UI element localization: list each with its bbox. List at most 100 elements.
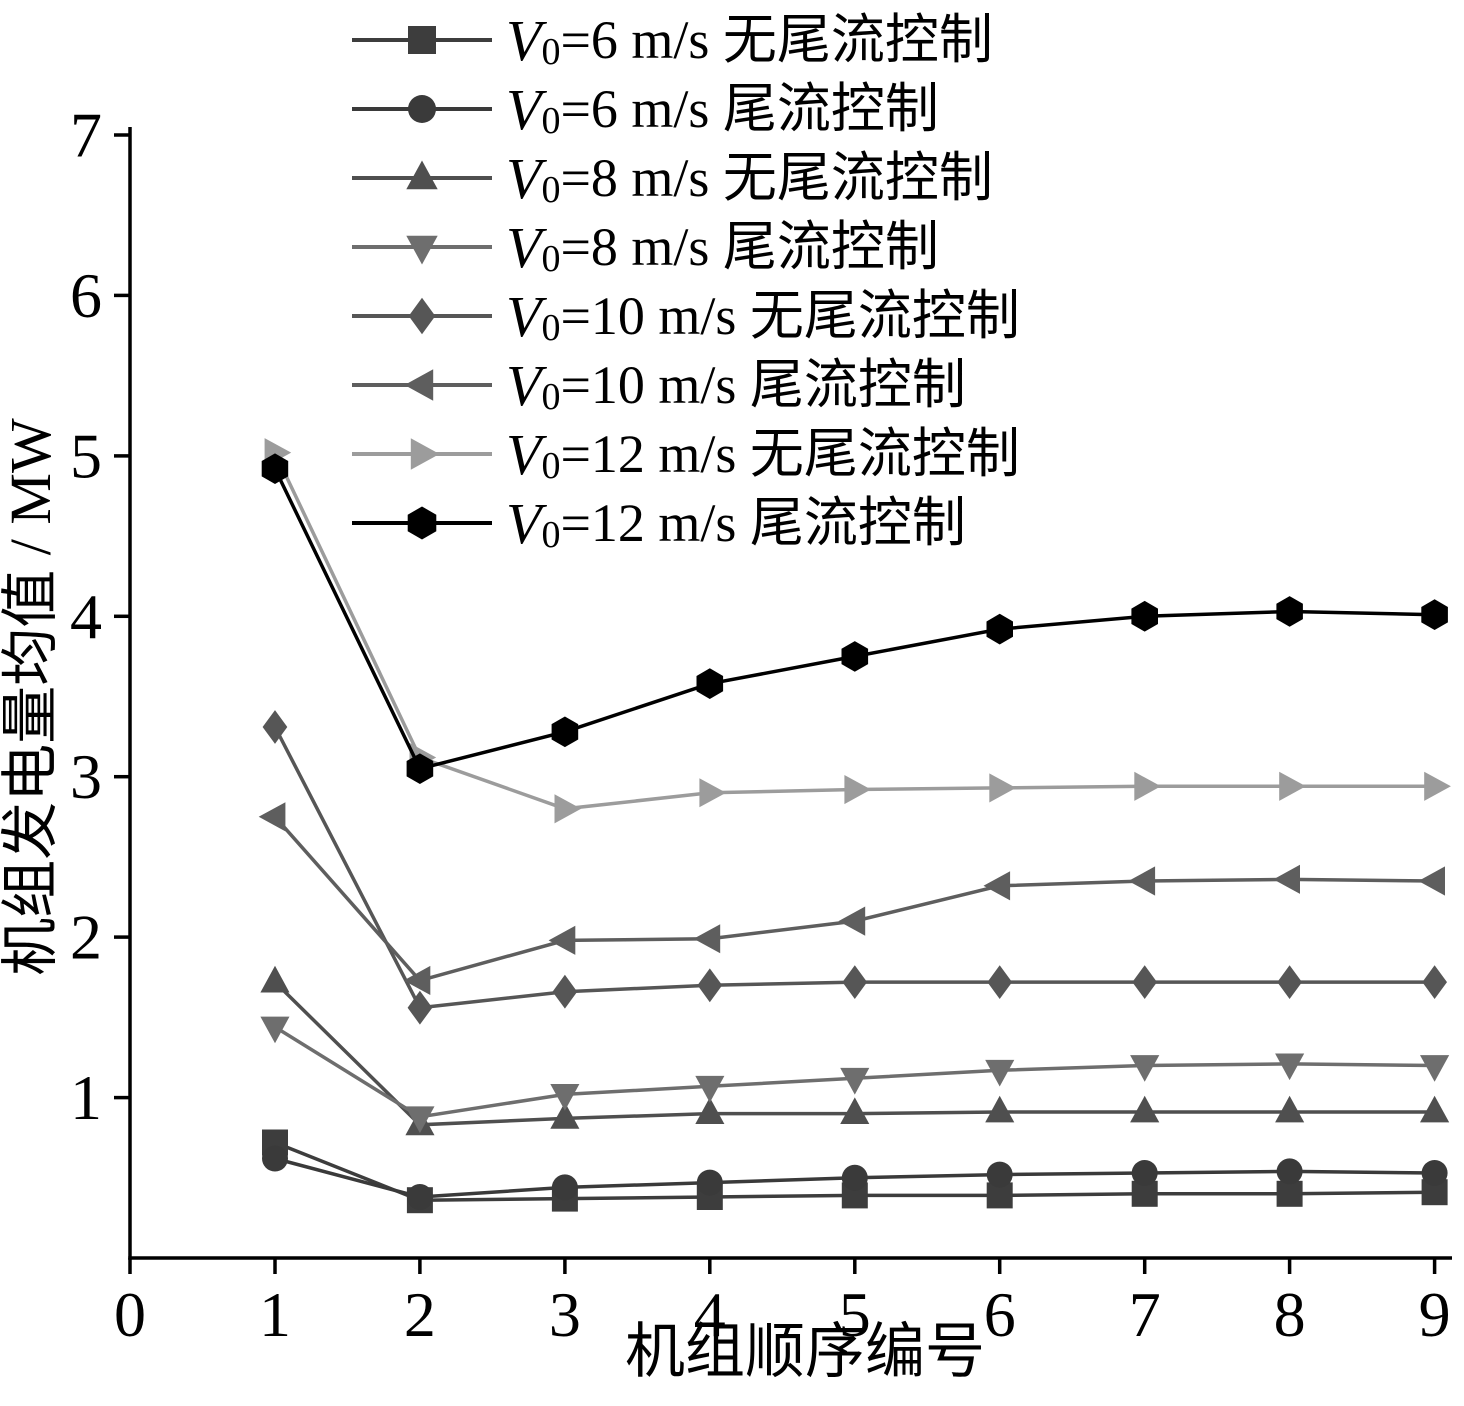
data-point-marker	[1273, 864, 1300, 894]
x-tick-label: 2	[404, 1279, 436, 1350]
data-point-marker	[552, 974, 578, 1009]
legend-item: V0=10 m/s 尾流控制	[352, 353, 966, 419]
data-point-marker	[1131, 1160, 1158, 1186]
data-point-marker	[1130, 1055, 1160, 1082]
legend-label: V0=8 m/s 尾流控制	[506, 215, 939, 281]
data-point-marker	[1128, 866, 1156, 896]
data-point-marker	[260, 965, 290, 993]
data-point-marker	[262, 710, 288, 744]
data-point-marker	[989, 773, 1016, 803]
data-point-marker	[987, 965, 1013, 999]
data-point-marker	[1275, 1095, 1305, 1123]
x-tick-label: 6	[984, 1279, 1016, 1350]
data-point-marker	[1276, 1158, 1303, 1185]
legend-label: V0=6 m/s 尾流控制	[506, 77, 939, 143]
data-point-marker	[550, 1102, 580, 1129]
data-point-marker	[696, 668, 724, 699]
data-point-marker	[548, 925, 576, 955]
data-point-marker	[407, 990, 433, 1025]
data-point-marker	[695, 1097, 725, 1124]
data-point-marker	[986, 613, 1013, 645]
data-point-marker	[258, 802, 286, 832]
legend-label: V0=10 m/s 无尾流控制	[506, 284, 1020, 350]
data-point-marker	[405, 1106, 435, 1134]
data-point-marker	[550, 1084, 580, 1111]
data-point-marker	[840, 1067, 870, 1095]
data-point-marker	[1424, 771, 1451, 801]
data-point-marker	[554, 794, 582, 824]
data-point-marker	[693, 924, 721, 954]
data-point-marker	[840, 1097, 870, 1124]
data-point-marker	[1418, 866, 1445, 896]
legend-item: V0=6 m/s 无尾流控制	[352, 8, 993, 74]
data-point-marker	[695, 1075, 725, 1103]
data-point-marker	[260, 1016, 290, 1044]
legend-marker-icon	[407, 506, 437, 540]
data-point-marker	[1276, 1180, 1303, 1207]
legend-item: V0=6 m/s 尾流控制	[352, 77, 939, 143]
y-axis-label: 机组发电量均值 / MW	[0, 418, 63, 976]
data-point-marker	[1276, 596, 1303, 627]
legend-label: V0=12 m/s 无尾流控制	[506, 422, 1020, 488]
data-point-marker	[985, 1059, 1015, 1087]
x-tick-label: 1	[259, 1279, 291, 1350]
data-point-marker	[551, 716, 579, 748]
y-tick-label: 6	[70, 260, 102, 331]
data-point-marker	[844, 775, 871, 805]
legend-item: V0=8 m/s 无尾流控制	[352, 146, 993, 212]
data-point-marker	[983, 871, 1011, 901]
legend-label: V0=8 m/s 无尾流控制	[506, 146, 993, 212]
legend-label: V0=10 m/s 尾流控制	[506, 353, 966, 419]
legend-marker-icon	[408, 95, 436, 123]
x-tick-label: 3	[549, 1279, 581, 1350]
series-line	[273, 815, 1435, 983]
legend-item: V0=12 m/s 无尾流控制	[352, 422, 1020, 488]
legend-marker-icon	[410, 438, 440, 470]
legend-marker-icon	[408, 26, 436, 54]
legend-marker-icon	[408, 297, 436, 335]
y-tick-label: 4	[70, 581, 102, 652]
data-point-marker	[986, 1161, 1013, 1188]
data-point-marker	[1279, 771, 1306, 801]
legend-label: V0=12 m/s 尾流控制	[506, 491, 966, 557]
x-tick-label: 7	[1129, 1279, 1161, 1350]
data-point-marker	[841, 641, 869, 672]
data-point-marker	[842, 965, 868, 999]
legend-item: V0=8 m/s 尾流控制	[352, 215, 939, 281]
data-point-marker	[699, 778, 727, 808]
x-tick-label: 0	[114, 1279, 146, 1350]
data-point-marker	[261, 453, 289, 484]
data-point-marker	[1275, 1053, 1305, 1081]
y-tick-label: 7	[70, 100, 102, 171]
data-point-marker	[838, 906, 866, 936]
data-point-marker	[1420, 1055, 1450, 1082]
data-point-marker	[697, 968, 723, 1003]
y-tick-label: 5	[70, 420, 102, 491]
y-tick-label: 1	[70, 1062, 102, 1133]
y-tick-label: 3	[70, 741, 102, 812]
data-point-marker	[1421, 599, 1448, 630]
data-point-marker	[1132, 965, 1157, 999]
x-tick-label: 8	[1274, 1279, 1306, 1350]
data-point-marker	[406, 1184, 433, 1210]
data-point-marker	[1422, 965, 1447, 999]
data-point-marker	[1421, 1160, 1448, 1186]
data-point-marker	[406, 753, 434, 784]
y-tick-label: 2	[70, 902, 102, 973]
data-point-marker	[1134, 771, 1161, 801]
x-tick-label: 5	[839, 1279, 871, 1350]
legend-item: V0=12 m/s 尾流控制	[352, 491, 966, 557]
data-point-marker	[1420, 1095, 1450, 1123]
data-point-marker	[841, 1164, 868, 1191]
legend-item: V0=10 m/s 无尾流控制	[352, 284, 1020, 350]
data-point-marker	[262, 1145, 288, 1172]
legend-label: V0=6 m/s 无尾流控制	[506, 8, 993, 74]
legend-marker-icon	[404, 369, 434, 401]
legend-marker-icon	[406, 160, 438, 190]
data-point-marker	[985, 1095, 1015, 1123]
legend-marker-icon	[406, 235, 438, 265]
data-point-marker	[696, 1169, 723, 1196]
data-point-marker	[1131, 600, 1158, 632]
